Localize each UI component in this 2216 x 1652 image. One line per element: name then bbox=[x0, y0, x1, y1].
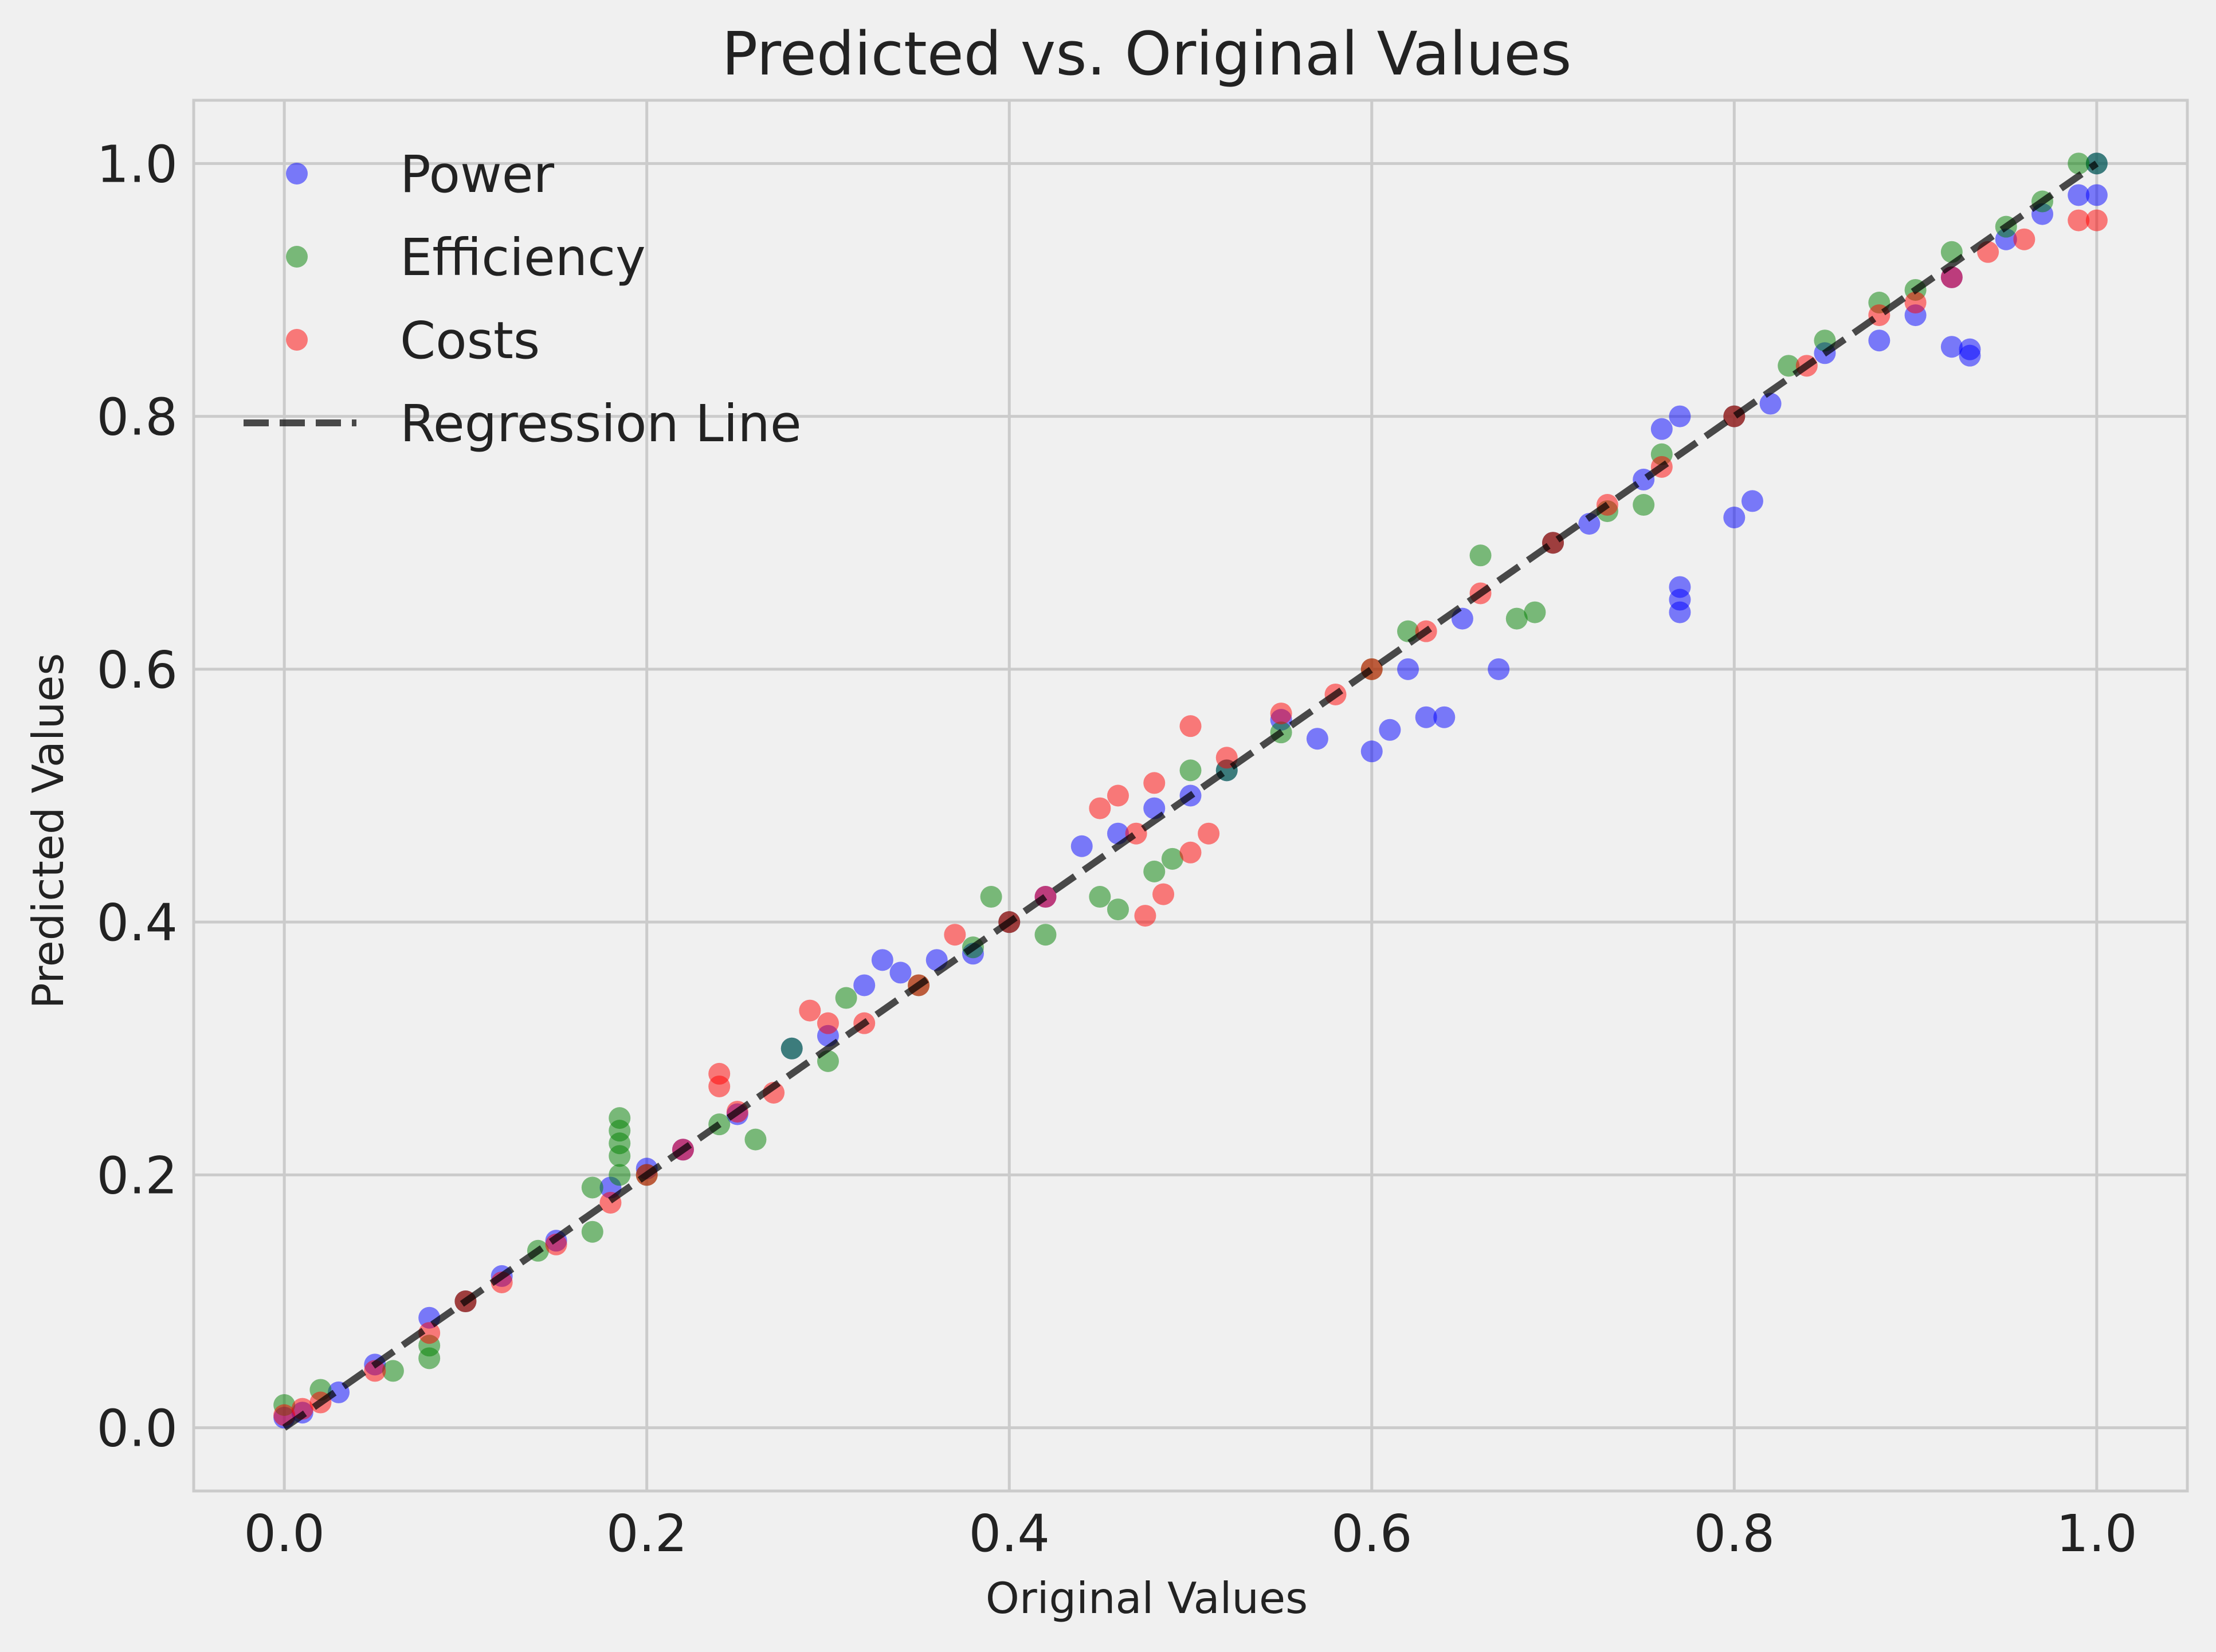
data-point bbox=[799, 999, 821, 1022]
y-tick-label: 1.0 bbox=[96, 134, 178, 194]
data-point bbox=[1179, 715, 1202, 737]
x-tick-label: 0.2 bbox=[606, 1504, 688, 1563]
data-point bbox=[1723, 507, 1746, 529]
legend-marker-efficiency bbox=[286, 246, 308, 268]
data-point bbox=[835, 987, 857, 1009]
legend-label: Costs bbox=[400, 311, 540, 370]
data-point bbox=[1161, 847, 1183, 870]
y-tick-label: 0.6 bbox=[96, 640, 178, 700]
data-point bbox=[1904, 292, 1927, 314]
tick-labels: 0.0 0.2 0.4 0.6 0.8 1.0 0.0 0.2 0.4 0.6 0.8 1.0 bbox=[96, 134, 2137, 1563]
x-tick-label: 0.4 bbox=[968, 1504, 1050, 1563]
legend-label: Efficiency bbox=[400, 227, 646, 287]
data-point bbox=[609, 1107, 631, 1129]
data-point bbox=[1633, 494, 1655, 516]
data-point bbox=[744, 1128, 767, 1151]
data-point bbox=[1415, 706, 1437, 728]
y-axis-label: Predicted Values bbox=[23, 653, 73, 1009]
data-point bbox=[2013, 228, 2035, 250]
data-point bbox=[708, 1062, 731, 1085]
data-point bbox=[2085, 184, 2108, 206]
regression-line-layer bbox=[282, 160, 2099, 1431]
data-point bbox=[1034, 924, 1057, 946]
data-point bbox=[1152, 883, 1175, 905]
chart-title: Predicted vs. Original Values bbox=[722, 19, 1572, 89]
data-point bbox=[1433, 706, 1456, 728]
data-point bbox=[291, 1398, 313, 1420]
data-point bbox=[1759, 393, 1782, 415]
data-point bbox=[1741, 490, 1763, 512]
data-point bbox=[780, 1037, 803, 1060]
data-point bbox=[581, 1221, 603, 1243]
data-point bbox=[1143, 772, 1166, 794]
legend: Power Efficiency Costs Regression Line bbox=[244, 144, 802, 453]
grid bbox=[194, 100, 2187, 1491]
y-tick-label: 0.8 bbox=[96, 387, 178, 447]
data-point bbox=[1107, 784, 1129, 807]
data-point bbox=[1143, 860, 1166, 882]
legend-label: Power bbox=[400, 144, 554, 204]
data-point bbox=[1650, 418, 1673, 440]
data-point bbox=[1397, 658, 1419, 680]
legend-marker-costs bbox=[286, 329, 308, 351]
data-point bbox=[1270, 703, 1292, 725]
x-tick-label: 0.6 bbox=[1331, 1504, 1413, 1563]
x-tick-label: 0.0 bbox=[244, 1504, 325, 1563]
data-point bbox=[1070, 835, 1093, 857]
data-point bbox=[1179, 841, 1202, 864]
data-point bbox=[871, 949, 893, 971]
data-point bbox=[1107, 898, 1129, 921]
data-point bbox=[2068, 209, 2090, 231]
data-point bbox=[1089, 886, 1111, 908]
data-point bbox=[609, 1164, 631, 1186]
data-point bbox=[1198, 822, 1220, 845]
data-point bbox=[853, 974, 876, 996]
data-point bbox=[1669, 601, 1691, 623]
data-point bbox=[1959, 344, 1981, 367]
data-point bbox=[1469, 544, 1492, 567]
y-tick-label: 0.0 bbox=[96, 1399, 178, 1458]
regression-line bbox=[282, 160, 2099, 1431]
data-point bbox=[1868, 329, 1891, 352]
legend-marker-power bbox=[286, 163, 308, 185]
data-point bbox=[382, 1360, 404, 1382]
data-point bbox=[1669, 405, 1691, 427]
data-point bbox=[1940, 336, 1963, 358]
data-point bbox=[581, 1176, 603, 1199]
data-point bbox=[1505, 607, 1528, 630]
data-point bbox=[944, 924, 966, 946]
data-point bbox=[1379, 719, 1401, 741]
data-point bbox=[418, 1322, 441, 1344]
data-point bbox=[817, 1012, 839, 1034]
data-point bbox=[980, 886, 1002, 908]
data-point bbox=[1488, 658, 1510, 680]
data-point bbox=[1524, 601, 1546, 623]
y-tick-label: 0.4 bbox=[96, 893, 178, 952]
data-point bbox=[364, 1360, 386, 1382]
data-point bbox=[1179, 759, 1202, 782]
data-point bbox=[1089, 797, 1111, 819]
data-point bbox=[889, 962, 912, 984]
legend-label: Regression Line bbox=[400, 394, 802, 453]
data-point bbox=[1134, 905, 1156, 927]
data-point bbox=[1578, 513, 1601, 535]
x-axis-label: Original Values bbox=[986, 1573, 1308, 1623]
data-point bbox=[2085, 209, 2108, 231]
data-point bbox=[1306, 728, 1328, 750]
data-point bbox=[2068, 184, 2090, 206]
x-tick-label: 1.0 bbox=[2056, 1504, 2137, 1563]
plot-frame bbox=[192, 99, 2189, 1493]
data-point bbox=[2068, 152, 2090, 175]
y-tick-label: 0.2 bbox=[96, 1145, 178, 1205]
data-point bbox=[1360, 740, 1383, 763]
x-tick-label: 0.8 bbox=[1694, 1504, 1775, 1563]
